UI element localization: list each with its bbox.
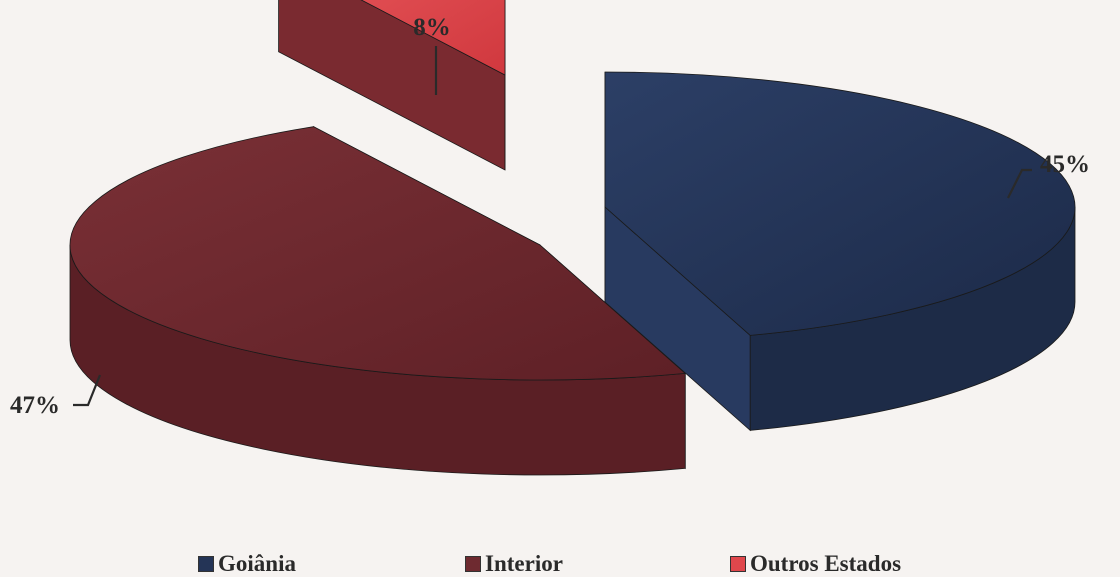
slice-top bbox=[69, 126, 687, 381]
legend-swatch-outros-estados bbox=[730, 556, 746, 572]
leader-line bbox=[1007, 168, 1032, 199]
legend-label-interior: Interior bbox=[485, 551, 563, 576]
pie-slice-interior bbox=[69, 126, 687, 476]
legend-item-outros-estados: Outros Estados bbox=[730, 551, 901, 577]
leader-line bbox=[73, 374, 102, 407]
data-label-goi-nia: 45% bbox=[1040, 151, 1090, 178]
legend-item-goiania: Goiânia bbox=[198, 551, 296, 577]
legend: Goiânia Interior Outros Estados bbox=[0, 551, 1120, 577]
slice-top bbox=[604, 71, 1076, 336]
legend-swatch-interior bbox=[465, 556, 481, 572]
slice-top bbox=[360, 0, 506, 76]
legend-label-outros-estados: Outros Estados bbox=[750, 551, 902, 576]
data-label-outros-estados: 8% bbox=[413, 14, 451, 41]
legend-swatch-goiania bbox=[198, 556, 214, 572]
data-label-interior: 47% bbox=[10, 392, 60, 419]
pie-slice-outros-estados bbox=[278, 0, 506, 171]
legend-label-goiania: Goiânia bbox=[218, 551, 296, 576]
legend-item-interior: Interior bbox=[465, 551, 563, 577]
pie-slice-goi-nia bbox=[604, 71, 1076, 432]
